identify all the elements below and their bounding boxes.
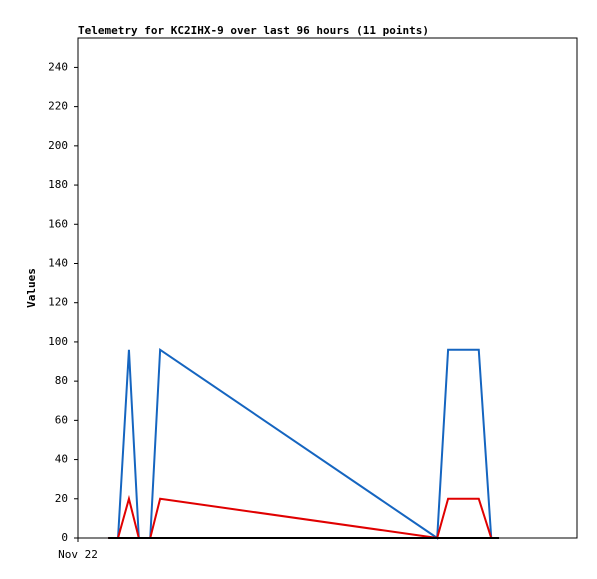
y-tick-label: 60 xyxy=(55,413,68,426)
y-tick-label: 20 xyxy=(55,492,68,505)
x-tick-label: Nov 22 xyxy=(58,548,98,561)
y-tick-label: 240 xyxy=(48,60,68,73)
y-tick-label: 0 xyxy=(61,531,68,544)
series-line xyxy=(108,347,500,540)
chart-title: Telemetry for KC2IHX-9 over last 96 hour… xyxy=(78,24,429,37)
y-tick-label: 40 xyxy=(55,453,68,466)
y-tick-label: 80 xyxy=(55,374,68,387)
series-line xyxy=(108,494,500,540)
y-tick-label: 160 xyxy=(48,217,68,230)
y-tick-label: 100 xyxy=(48,335,68,348)
y-tick-label: 200 xyxy=(48,139,68,152)
y-tick-label: 120 xyxy=(48,296,68,309)
y-tick-label: 220 xyxy=(48,100,68,113)
y-axis-label: Values xyxy=(25,268,38,308)
y-tick-label: 140 xyxy=(48,256,68,269)
y-tick-label: 180 xyxy=(48,178,68,191)
